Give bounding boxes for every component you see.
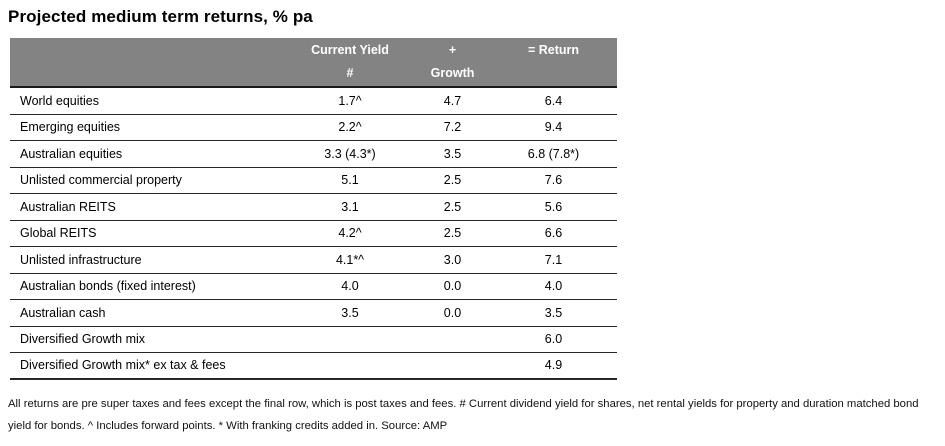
table-row: Australian REITS 3.1 2.5 5.6 <box>10 194 617 221</box>
asset-name-cell: Unlisted commercial property <box>20 173 182 188</box>
table-row: Diversified Growth mix* ex tax & fees 4.… <box>10 353 617 380</box>
header-current-yield-hash: # <box>346 66 354 80</box>
asset-name-cell: Diversified Growth mix* ex tax & fees <box>20 358 226 373</box>
current-yield-cell: 3.1 <box>341 199 359 214</box>
header-return-spacer <box>490 62 617 85</box>
growth-cell: 7.2 <box>443 120 462 135</box>
asset-name-cell: Australian cash <box>20 305 106 320</box>
growth-cell: 0.0 <box>443 279 462 294</box>
return-cell: 4.0 <box>544 279 563 294</box>
header-asset-line2 <box>10 62 285 85</box>
header-col-return: = Return <box>490 38 617 86</box>
growth-cell: 2.5 <box>443 173 462 188</box>
header-growth-label: Growth <box>430 66 475 80</box>
growth-cell: 0.0 <box>443 305 462 320</box>
footnote: All returns are pre super taxes and fees… <box>8 397 919 432</box>
return-cell: 6.8 (7.8*) <box>527 146 580 161</box>
table-row: Australian bonds (fixed interest) 4.0 0.… <box>10 274 617 300</box>
return-cell: 6.6 <box>544 226 563 241</box>
asset-name-cell: Global REITS <box>20 226 97 241</box>
return-cell: 4.9 <box>544 358 563 373</box>
growth-cell: 4.7 <box>443 93 462 108</box>
return-cell: 6.4 <box>544 93 563 108</box>
asset-name-cell: Australian bonds (fixed interest) <box>20 279 196 294</box>
growth-cell: 3.5 <box>443 146 462 161</box>
asset-name-cell: World equities <box>20 93 99 108</box>
header-current-yield-label: Current Yield <box>311 43 389 57</box>
page-title: Projected medium term returns, % pa <box>8 7 313 26</box>
asset-name-cell: Unlisted infrastructure <box>20 252 142 267</box>
table-row: Unlisted commercial property 5.1 2.5 7.6 <box>10 168 617 194</box>
current-yield-cell: 4.2^ <box>338 226 362 241</box>
return-cell: 6.0 <box>544 332 563 347</box>
current-yield-cell: 5.1 <box>341 173 359 188</box>
asset-name-cell: Australian equities <box>20 146 123 161</box>
return-cell: 3.5 <box>544 305 563 320</box>
page: Projected medium term returns, % pa Curr… <box>0 7 945 446</box>
header-col-growth: + Growth <box>415 38 490 86</box>
table-row: Australian cash 3.5 0.0 3.5 <box>10 300 617 327</box>
table-row: Diversified Growth mix 6.0 <box>10 327 617 353</box>
current-yield-cell: 4.0 <box>341 279 359 294</box>
header-col-current-yield: Current Yield # <box>285 38 415 86</box>
current-yield-cell: 3.3 (4.3*) <box>324 146 376 161</box>
header-return-label: = Return <box>527 43 580 57</box>
current-yield-cell: 4.1*^ <box>335 252 365 267</box>
table-row: Global REITS 4.2^ 2.5 6.6 <box>10 221 617 247</box>
return-cell: 9.4 <box>544 120 563 135</box>
table-row: Australian equities 3.3 (4.3*) 3.5 6.8 (… <box>10 141 617 168</box>
returns-table: Current Yield # + Growth = Return World … <box>10 38 617 380</box>
current-yield-cell: 1.7^ <box>338 93 362 108</box>
current-yield-cell: 2.2^ <box>338 120 362 135</box>
growth-cell: 2.5 <box>443 199 462 214</box>
header-plus-sign: + <box>448 43 457 57</box>
header-asset-line1 <box>10 39 285 62</box>
table-header: Current Yield # + Growth = Return <box>10 38 617 88</box>
return-cell: 5.6 <box>544 199 563 214</box>
asset-name-cell: Australian REITS <box>20 199 116 214</box>
table-row: World equities 1.7^ 4.7 6.4 <box>10 88 617 115</box>
return-cell: 7.6 <box>544 173 563 188</box>
current-yield-cell: 3.5 <box>341 305 359 320</box>
asset-name-cell: Diversified Growth mix <box>20 332 146 347</box>
asset-name-cell: Emerging equities <box>20 120 121 135</box>
return-cell: 7.1 <box>544 252 563 267</box>
table-row: Emerging equities 2.2^ 7.2 9.4 <box>10 115 617 141</box>
growth-cell: 3.0 <box>443 252 462 267</box>
header-col-asset <box>10 38 285 86</box>
table-row: Unlisted infrastructure 4.1*^ 3.0 7.1 <box>10 247 617 274</box>
growth-cell: 2.5 <box>443 226 462 241</box>
